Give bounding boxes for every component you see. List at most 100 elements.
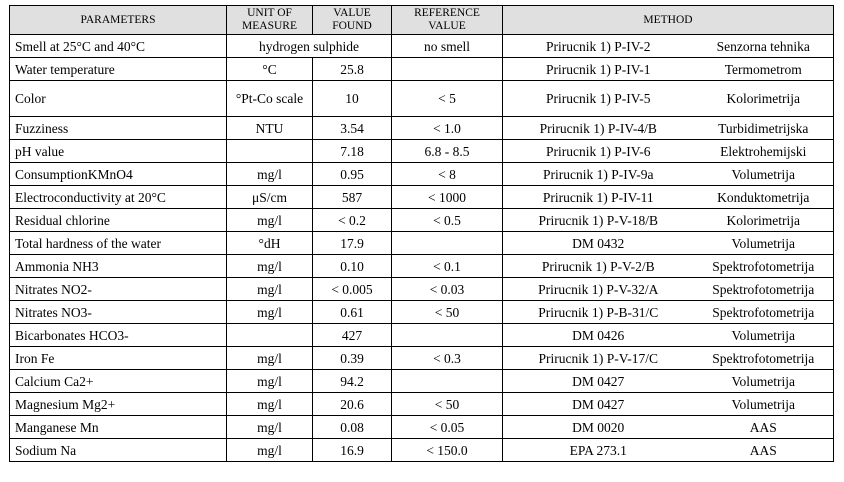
- value-cell: < 0.005: [312, 277, 392, 301]
- value-cell: 427: [312, 323, 392, 347]
- technique-cell: Konduktometrija: [693, 185, 834, 209]
- header-reference: REFERENCE VALUE: [391, 5, 503, 35]
- ref-cell: [391, 231, 503, 255]
- table-row: Fuzziness NTU 3.54 < 1.0 Prirucnik 1) P-…: [9, 116, 834, 140]
- param-cell: Bicarbonates HCO3-: [9, 323, 227, 347]
- param-cell: Iron Fe: [9, 346, 227, 370]
- unit-cell: mg/l: [226, 300, 313, 324]
- unit-cell: μS/cm: [226, 185, 313, 209]
- technique-cell: Volumetrija: [693, 231, 834, 255]
- method-ref-cell: Prirucnik 1) P-IV-6: [502, 139, 694, 163]
- method-ref-cell: Prirucnik 1) P-IV-2: [502, 34, 694, 58]
- method-ref-cell: DM 0426: [502, 323, 694, 347]
- method-ref-cell: Prirucnik 1) P-IV-4/B: [502, 116, 694, 140]
- value-cell: < 0.2: [312, 208, 392, 232]
- technique-cell: Kolorimetrija: [693, 80, 834, 117]
- value-cell: 0.61: [312, 300, 392, 324]
- table-row: Smell at 25°C and 40°C hydrogen sulphide…: [9, 34, 834, 58]
- param-cell: Smell at 25°C and 40°C: [9, 34, 227, 58]
- technique-cell: AAS: [693, 415, 834, 439]
- table-row: Water temperature °C 25.8 Prirucnik 1) P…: [9, 57, 834, 81]
- table-row: Sodium Na mg/l 16.9 < 150.0 EPA 273.1 AA…: [9, 438, 834, 462]
- param-cell: Fuzziness: [9, 116, 227, 140]
- table-header-row: PARAMETERS UNIT OF MEASURE VALUE FOUND R…: [9, 5, 834, 35]
- unit-cell: mg/l: [226, 277, 313, 301]
- method-ref-cell: Prirucnik 1) P-IV-5: [502, 80, 694, 117]
- unit-cell: °C: [226, 57, 313, 81]
- table-row: ConsumptionKMnO4 mg/l 0.95 < 8 Prirucnik…: [9, 162, 834, 186]
- method-ref-cell: Prirucnik 1) P-V-17/C: [502, 346, 694, 370]
- param-cell: Sodium Na: [9, 438, 227, 462]
- unit-cell: °dH: [226, 231, 313, 255]
- unit-cell: [226, 139, 313, 163]
- value-cell: 10: [312, 80, 392, 117]
- unit-cell: mg/l: [226, 392, 313, 416]
- param-cell: Nitrates NO3-: [9, 300, 227, 324]
- value-cell: 20.6: [312, 392, 392, 416]
- table-row: Magnesium Mg2+ mg/l 20.6 < 50 DM 0427 Vo…: [9, 392, 834, 416]
- technique-cell: Volumetrija: [693, 392, 834, 416]
- unit-cell: mg/l: [226, 438, 313, 462]
- technique-cell: Spektrofotometrija: [693, 254, 834, 278]
- method-ref-cell: DM 0432: [502, 231, 694, 255]
- unit-cell: [226, 323, 313, 347]
- ref-cell: < 0.03: [391, 277, 503, 301]
- unit-cell: hydrogen sulphide: [226, 34, 392, 58]
- unit-cell: NTU: [226, 116, 313, 140]
- technique-cell: Volumetrija: [693, 369, 834, 393]
- unit-cell: °Pt-Co scale: [226, 80, 313, 117]
- param-cell: Magnesium Mg2+: [9, 392, 227, 416]
- table-row: Iron Fe mg/l 0.39 < 0.3 Prirucnik 1) P-V…: [9, 346, 834, 370]
- param-cell: pH value: [9, 139, 227, 163]
- method-ref-cell: Prirucnik 1) P-V-2/B: [502, 254, 694, 278]
- unit-cell: mg/l: [226, 208, 313, 232]
- method-ref-cell: Prirucnik 1) P-B-31/C: [502, 300, 694, 324]
- value-cell: 0.95: [312, 162, 392, 186]
- value-cell: 587: [312, 185, 392, 209]
- table-container: PARAMETERS UNIT OF MEASURE VALUE FOUND R…: [9, 5, 834, 462]
- method-ref-cell: DM 0020: [502, 415, 694, 439]
- ref-cell: < 8: [391, 162, 503, 186]
- table-row: Manganese Mn mg/l 0.08 < 0.05 DM 0020 AA…: [9, 415, 834, 439]
- ref-cell: 6.8 - 8.5: [391, 139, 503, 163]
- table-row: Nitrates NO2- mg/l < 0.005 < 0.03 Priruc…: [9, 277, 834, 301]
- table-row: Calcium Ca2+ mg/l 94.2 DM 0427 Volumetri…: [9, 369, 834, 393]
- technique-cell: Termometrom: [693, 57, 834, 81]
- technique-cell: Senzorna tehnika: [693, 34, 834, 58]
- method-ref-cell: Prirucnik 1) P-IV-1: [502, 57, 694, 81]
- table-row: Bicarbonates HCO3- 427 DM 0426 Volumetri…: [9, 323, 834, 347]
- param-cell: ConsumptionKMnO4: [9, 162, 227, 186]
- technique-cell: AAS: [693, 438, 834, 462]
- ref-cell: < 0.05: [391, 415, 503, 439]
- param-cell: Residual chlorine: [9, 208, 227, 232]
- param-cell: Manganese Mn: [9, 415, 227, 439]
- ref-cell: < 1000: [391, 185, 503, 209]
- value-cell: 25.8: [312, 57, 392, 81]
- unit-cell: mg/l: [226, 162, 313, 186]
- technique-cell: Spektrofotometrija: [693, 346, 834, 370]
- value-cell: 0.08: [312, 415, 392, 439]
- param-cell: Ammonia NH3: [9, 254, 227, 278]
- param-cell: Color: [9, 80, 227, 117]
- unit-cell: mg/l: [226, 346, 313, 370]
- value-cell: 16.9: [312, 438, 392, 462]
- ref-cell: no smell: [391, 34, 503, 58]
- param-cell: Calcium Ca2+: [9, 369, 227, 393]
- table-row: Ammonia NH3 mg/l 0.10 < 0.1 Prirucnik 1)…: [9, 254, 834, 278]
- value-cell: 7.18: [312, 139, 392, 163]
- param-cell: Nitrates NO2-: [9, 277, 227, 301]
- method-ref-cell: Prirucnik 1) P-IV-9a: [502, 162, 694, 186]
- table-row: Nitrates NO3- mg/l 0.61 < 50 Prirucnik 1…: [9, 300, 834, 324]
- ref-cell: [391, 323, 503, 347]
- ref-cell: < 50: [391, 300, 503, 324]
- technique-cell: Volumetrija: [693, 323, 834, 347]
- ref-cell: < 5: [391, 80, 503, 117]
- method-ref-cell: Prirucnik 1) P-IV-11: [502, 185, 694, 209]
- method-ref-cell: EPA 273.1: [502, 438, 694, 462]
- method-ref-cell: Prirucnik 1) P-V-18/B: [502, 208, 694, 232]
- technique-cell: Kolorimetrija: [693, 208, 834, 232]
- technique-cell: Spektrofotometrija: [693, 300, 834, 324]
- value-cell: 17.9: [312, 231, 392, 255]
- technique-cell: Volumetrija: [693, 162, 834, 186]
- value-cell: 0.10: [312, 254, 392, 278]
